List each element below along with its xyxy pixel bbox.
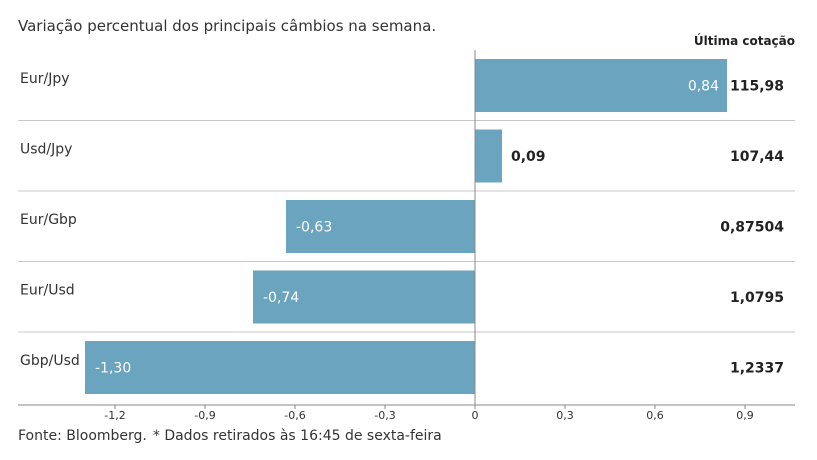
value-label: -0,63: [296, 220, 332, 236]
value-label: 0,09: [511, 149, 546, 165]
value-label: -1,30: [95, 361, 131, 377]
category-label: Eur/Usd: [20, 283, 75, 299]
bar: [85, 341, 475, 394]
value-label: -0,74: [263, 290, 299, 306]
last-quote-value: 0,87504: [720, 220, 784, 236]
x-tick-label: 0: [472, 409, 479, 422]
x-tick-label: -0,9: [194, 409, 215, 422]
bar: [286, 200, 475, 253]
x-tick-label: -0,3: [374, 409, 395, 422]
bar: [475, 129, 502, 183]
chart-subtitle: Variação percentual dos principais câmbi…: [18, 17, 437, 35]
x-tick-label: 0,6: [646, 409, 664, 422]
category-label: Eur/Gbp: [20, 212, 77, 228]
category-label: Usd/Jpy: [20, 142, 72, 158]
x-tick-label: 0,9: [736, 409, 754, 422]
value-label: 0,84: [688, 79, 719, 95]
x-tick-label: -1,2: [104, 409, 125, 422]
bar: [253, 270, 475, 324]
footnote-text: * Dados retirados às 16:45 de sexta-feir…: [152, 428, 442, 444]
x-tick-label: -0,6: [284, 409, 305, 422]
last-quote-header: Última cotação: [693, 34, 795, 48]
x-tick-label: 0,3: [556, 409, 574, 422]
category-label: Gbp/Usd: [20, 353, 80, 369]
last-quote-value: 107,44: [730, 149, 784, 165]
source-note: Fonte: Bloomberg. * Dados retirados às 16…: [18, 428, 442, 444]
category-label: Eur/Jpy: [20, 71, 70, 87]
last-quote-value: 1,2337: [730, 361, 784, 377]
source-text: Fonte: Bloomberg.: [18, 428, 147, 444]
last-quote-value: 115,98: [730, 79, 784, 95]
bar: [475, 59, 727, 112]
last-quote-value: 1,0795: [730, 290, 784, 306]
